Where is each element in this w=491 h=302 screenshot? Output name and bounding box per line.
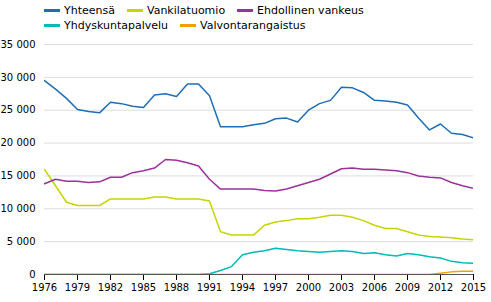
svg-text:1991: 1991 [197,282,222,293]
svg-text:1976: 1976 [32,282,57,293]
svg-text:2012: 2012 [428,282,453,293]
svg-text:1985: 1985 [131,282,156,293]
svg-text:1982: 1982 [98,282,123,293]
svg-text:15 000: 15 000 [1,170,36,181]
html-text:Valvontarangaistus: Valvontarangaistus [200,19,306,32]
svg-text:20 000: 20 000 [1,137,36,148]
html-text:Yhteensä: Yhteensä [64,4,115,17]
svg-text:5 000: 5 000 [7,236,36,247]
svg-text:35 000: 35 000 [1,39,36,50]
svg-text:25 000: 25 000 [1,104,36,115]
svg-text:2015: 2015 [461,282,486,293]
svg-text:10 000: 10 000 [1,203,36,214]
svg-text:1979: 1979 [65,282,90,293]
svg-text:0: 0 [29,269,35,280]
svg-text:2006: 2006 [362,282,387,293]
svg-text:30 000: 30 000 [1,72,36,83]
svg-text:2003: 2003 [329,282,354,293]
svg-text:2009: 2009 [395,282,420,293]
html-text:Ehdollinen vankeus: Ehdollinen vankeus [257,4,364,17]
html-text:Yhdyskuntapalvelu: Yhdyskuntapalvelu [64,19,168,32]
svg-text:1997: 1997 [263,282,288,293]
svg-text:2000: 2000 [296,282,321,293]
svg-text:1994: 1994 [230,282,255,293]
html-text:Vankilatuomio: Vankilatuomio [147,4,226,17]
svg-text:1988: 1988 [164,282,189,293]
